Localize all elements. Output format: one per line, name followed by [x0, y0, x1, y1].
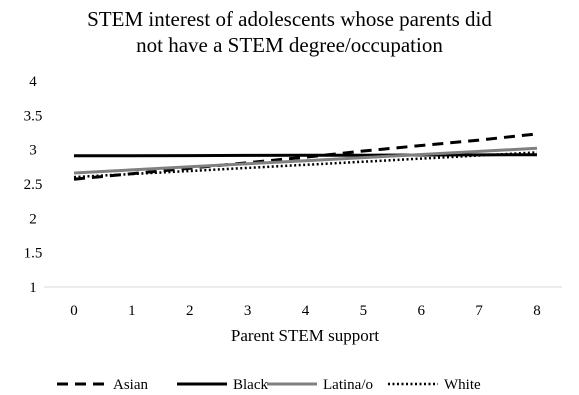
x-tick-label: 0	[70, 303, 78, 319]
x-tick-label: 1	[128, 303, 136, 319]
x-axis-label: Parent STEM support	[231, 326, 380, 345]
y-tick-label: 3	[29, 143, 37, 159]
y-axis-ticks: 1 1.5 2 2.5 3 3.5 4	[24, 74, 43, 296]
series-line-white	[73, 151, 538, 179]
x-tick-label: 6	[418, 303, 426, 319]
legend-label: Black	[233, 377, 268, 393]
x-axis-ticks: 0 1 2 3 4 5 6 7 8	[70, 303, 541, 319]
series-lines	[73, 132, 538, 181]
y-tick-label: 2.5	[24, 177, 43, 193]
legend-label: Latina/o	[323, 377, 373, 393]
legend-label: Asian	[113, 377, 148, 393]
x-tick-label: 5	[360, 303, 368, 319]
series-line-latina-o	[73, 146, 538, 175]
x-tick-label: 8	[533, 303, 541, 319]
legend: Asian Black Latina/o White	[57, 377, 481, 393]
chart-title-line-1: STEM interest of adolescents whose paren…	[87, 7, 492, 31]
x-tick-label: 7	[475, 303, 483, 319]
x-tick-label: 2	[186, 303, 194, 319]
x-tick-label: 4	[302, 303, 310, 319]
chart-title-line-2: not have a STEM degree/occupation	[136, 33, 443, 57]
y-tick-label: 1	[29, 280, 37, 296]
x-tick-label: 3	[244, 303, 252, 319]
y-tick-label: 1.5	[24, 246, 43, 262]
y-tick-label: 3.5	[24, 108, 43, 124]
series-line-black	[73, 153, 538, 158]
y-tick-label: 4	[29, 74, 37, 90]
legend-label: White	[444, 377, 481, 393]
y-tick-label: 2	[29, 211, 37, 227]
